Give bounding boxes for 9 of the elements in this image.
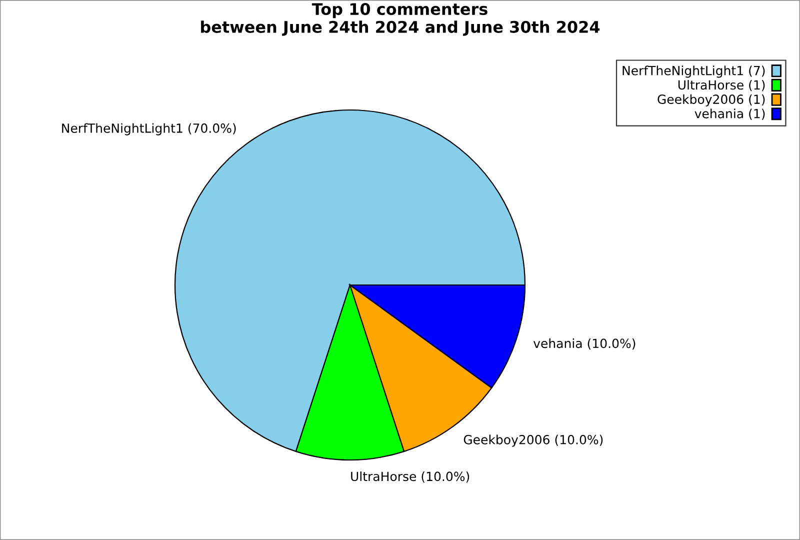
data-label: UltraHorse (10.0%) [351,471,470,483]
data-label: Geekboy2006 (10.0%) [464,434,603,447]
legend-label: NerfTheNightLight1 (7) [622,66,765,78]
legend-label: Geekboy2006 (1) [658,94,765,106]
chart-title: Top 10 commenters between June 24th 2024 and June 30th 2024 [201,2,600,36]
data-label: NerfTheNightLight1 (70.0%) [62,123,236,136]
legend-label: UltraHorse (1) [678,80,765,92]
legend-label: vehania (1) [694,108,765,120]
data-label: vehania (10.0%) [533,338,636,350]
